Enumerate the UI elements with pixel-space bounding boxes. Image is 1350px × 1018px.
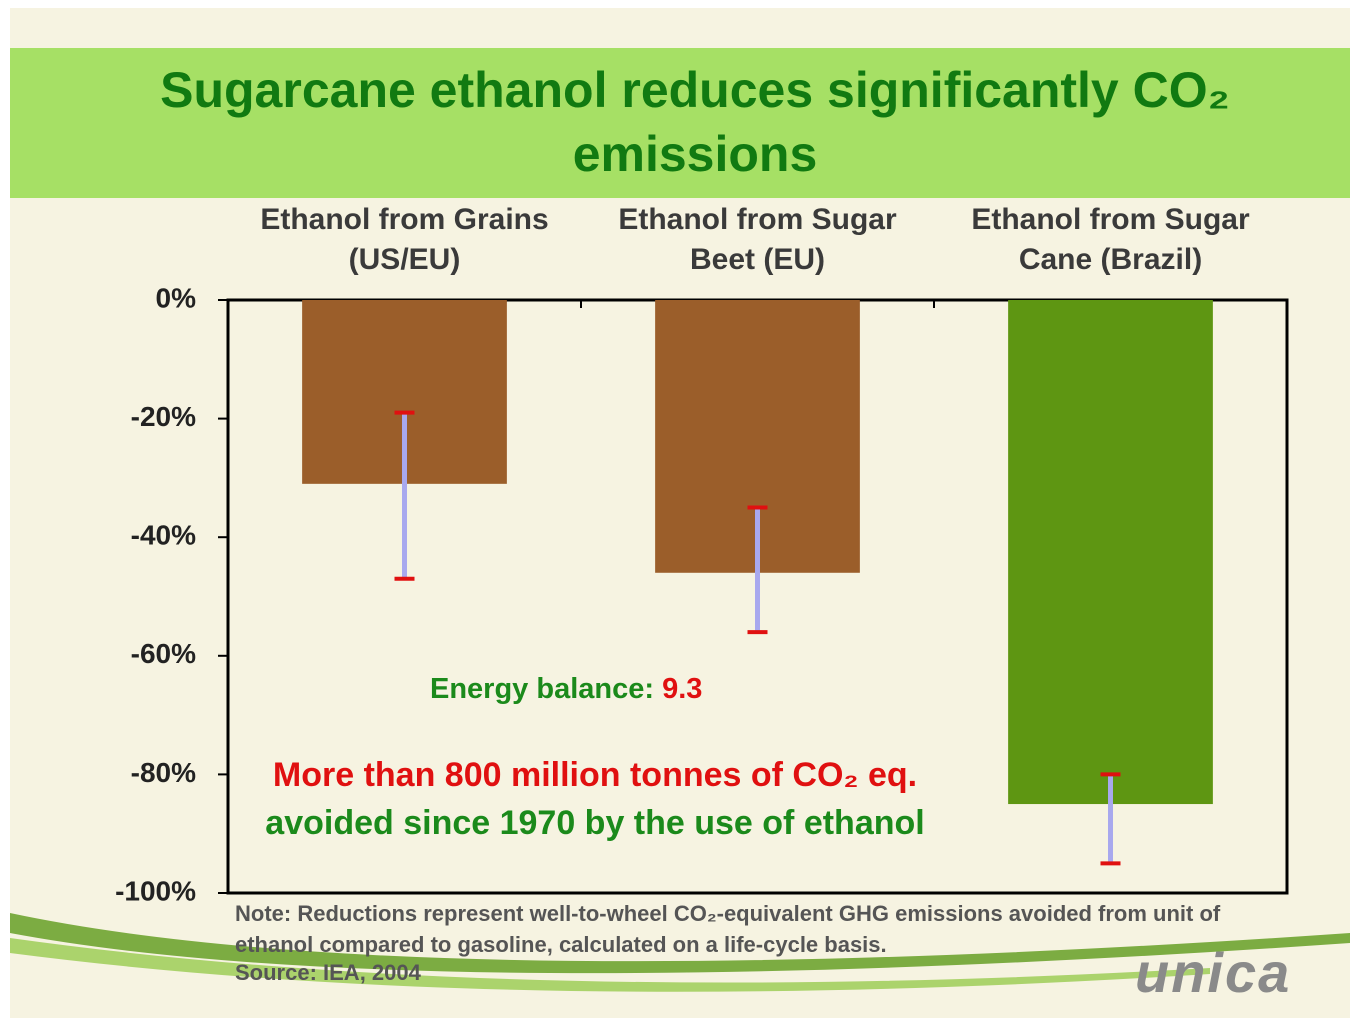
- energy-value: 9.3: [662, 673, 702, 705]
- energy-balance: Energy balance: 9.3: [430, 673, 702, 706]
- x-tick-label: Ethanol from Sugar Beet (EU): [583, 200, 933, 280]
- source: Source: IEA, 2004: [235, 960, 421, 986]
- logo: unica: [1135, 940, 1291, 1005]
- y-tick-label: 0%: [156, 282, 197, 313]
- y-tick-label: -60%: [131, 638, 196, 669]
- y-tick-label: -40%: [131, 520, 196, 551]
- slide: Sugarcane ethanol reduces significantly …: [10, 8, 1350, 1018]
- x-tick-label: Ethanol from Grains (US/EU): [230, 200, 580, 280]
- x-tick-label: Ethanol from Sugar Cane (Brazil): [936, 200, 1286, 280]
- chart: 0% -20% -40% -60% -80% -100%: [10, 8, 1350, 1018]
- y-tick-label: -80%: [131, 757, 196, 788]
- annotation-green: avoided since 1970 by the use of ethanol: [265, 801, 925, 845]
- bar: [1008, 300, 1213, 804]
- y-tick-label: -100%: [115, 875, 196, 906]
- y-tick-label: -20%: [131, 401, 196, 432]
- annotation-red: More than 800 million tonnes of CO₂ eq.: [235, 756, 955, 795]
- page: {"chart_data": {"type": "bar", "title": …: [0, 0, 1350, 1018]
- energy-label: Energy balance:: [430, 673, 654, 705]
